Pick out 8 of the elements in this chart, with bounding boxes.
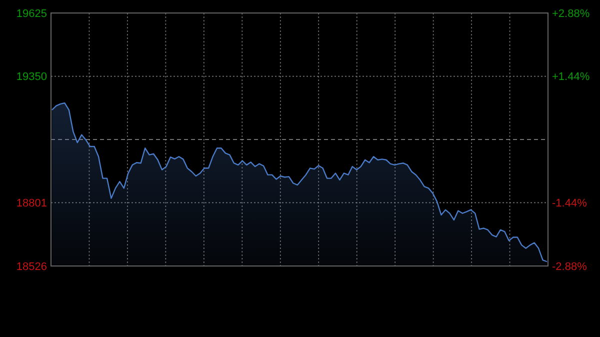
y2-tick-label: +1.44% xyxy=(552,71,590,84)
y2-tick-label: -2.88% xyxy=(552,260,588,273)
y2-tick-label: -1.44% xyxy=(552,198,588,210)
y-tick-label: 19350 xyxy=(16,71,47,84)
y-tick-label: 19625 xyxy=(16,8,47,20)
y2-tick-label: +2.88% xyxy=(552,8,590,20)
y-tick-label: 18801 xyxy=(16,198,47,210)
y-tick-label: 18526 xyxy=(16,260,47,273)
